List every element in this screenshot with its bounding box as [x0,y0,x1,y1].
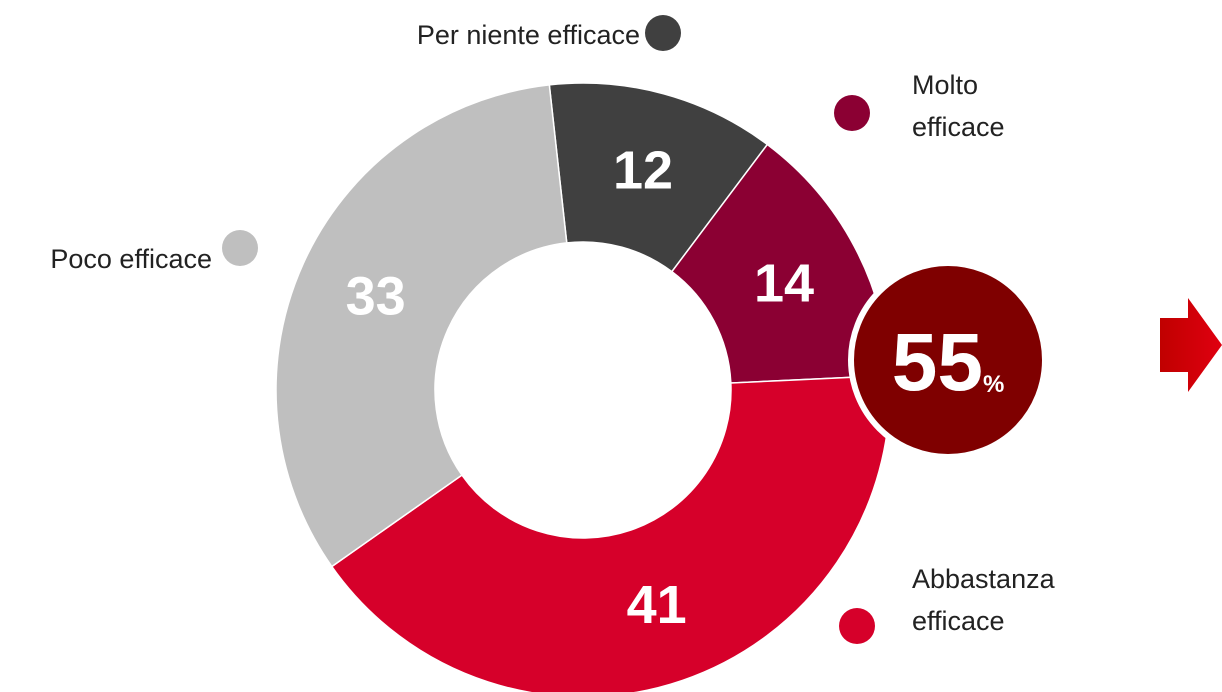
callout: 55% [848,260,1048,460]
callout-circle [848,260,1048,460]
legend-label: Molto efficace [912,70,1005,142]
legend-marker [834,95,870,131]
legend-label: Per niente efficace [416,20,640,50]
legend-label: Poco efficace [50,244,212,274]
data-label: 33 [346,266,406,326]
legend-marker [839,608,875,644]
callout-unit: % [983,371,1004,398]
legend-marker [645,15,681,51]
donut-slice [330,374,891,692]
arrow [1160,298,1222,392]
callout-value: 55 [892,317,983,408]
callout-text: 55% [892,317,1005,408]
legend-label: Abbastanza efficace [912,564,1055,636]
data-label: 14 [754,254,814,314]
donut-slice [275,84,568,568]
data-label: 41 [627,575,687,635]
legend-marker [222,230,258,266]
data-label: 12 [613,141,673,201]
